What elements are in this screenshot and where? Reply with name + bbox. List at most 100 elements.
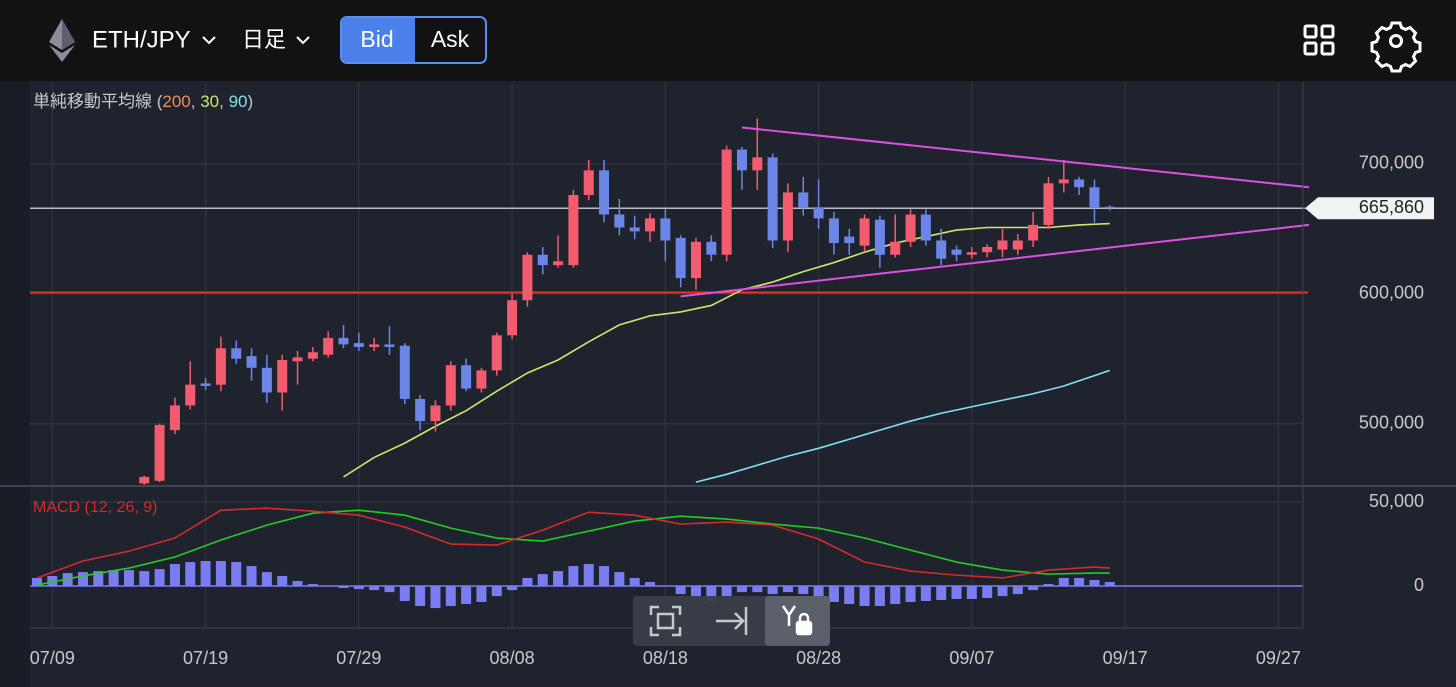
scroll-to-latest-button[interactable]: [716, 607, 748, 635]
candle-body: [736, 149, 747, 171]
histogram-bar: [261, 572, 272, 587]
candle-body: [614, 214, 625, 228]
x-tick-label: 07/29: [336, 648, 381, 668]
histogram-bar: [690, 586, 701, 598]
candle-body: [476, 370, 487, 389]
histogram-bar: [1043, 584, 1054, 587]
candle-body: [292, 357, 303, 362]
legend-text: 200: [162, 92, 190, 111]
candle-body: [1058, 179, 1069, 184]
candle-body: [920, 214, 931, 241]
trendline: [741, 126, 1310, 189]
histogram-bar: [415, 586, 426, 607]
histogram-bar: [384, 586, 395, 593]
candle-body: [859, 218, 870, 246]
candle-body: [675, 237, 686, 279]
histogram-bar: [231, 562, 242, 587]
candle-body: [966, 252, 977, 255]
candle-body: [690, 241, 701, 279]
histogram-bar: [522, 577, 533, 587]
candle-body: [890, 241, 901, 255]
fullscreen-button[interactable]: [649, 605, 682, 637]
histogram-bar: [752, 586, 763, 593]
ask-label[interactable]: Ask: [431, 26, 470, 52]
candle-body: [338, 337, 349, 345]
candle-body: [844, 236, 855, 244]
y-tick-label: 50,000: [1369, 491, 1424, 511]
histogram-bar: [77, 572, 88, 587]
indicator-legend: 単純移動平均線 (200, 30, 90): [33, 92, 253, 111]
candle-body: [1089, 187, 1100, 209]
candle-body: [353, 343, 364, 348]
candle-body: [568, 195, 579, 266]
x-tick-label: 09/27: [1256, 648, 1301, 668]
interval-chevron[interactable]: [296, 36, 310, 45]
histogram-bar: [675, 586, 686, 595]
histogram-bar: [430, 586, 441, 609]
layout-button[interactable]: [1303, 24, 1335, 56]
histogram-bar: [706, 586, 717, 601]
candle-body: [246, 356, 257, 368]
macd-line: [36, 507, 1110, 579]
histogram-bar: [169, 564, 180, 587]
current-price-label: 665,860: [1359, 197, 1424, 217]
candle-body: [415, 398, 426, 422]
candle-body: [874, 219, 885, 255]
x-tick-label: 07/19: [183, 648, 228, 668]
bid-button[interactable]: [342, 18, 415, 62]
candle-body: [660, 218, 671, 241]
candle-body: [782, 192, 793, 241]
candle-body: [1012, 240, 1023, 250]
candle-body: [491, 335, 502, 371]
candle-body: [461, 365, 472, 389]
histogram-bar: [874, 586, 885, 607]
histogram-bar: [338, 586, 349, 589]
settings-button[interactable]: [1370, 21, 1422, 73]
histogram-bar: [93, 571, 104, 587]
legend-text: 90: [229, 92, 248, 111]
macd-panel: [30, 507, 1303, 609]
candle-body: [645, 218, 656, 232]
histogram-bar: [507, 586, 518, 591]
histogram-bar: [1012, 586, 1023, 595]
x-tick-label: 07/09: [30, 648, 75, 668]
histogram-bar: [982, 586, 993, 598]
histogram-bar: [1058, 577, 1069, 587]
histogram-bar: [859, 586, 870, 607]
histogram-bar: [123, 570, 134, 587]
histogram-bar: [553, 571, 564, 587]
histogram-bar: [307, 584, 318, 587]
y-tick-label: 500,000: [1359, 412, 1424, 432]
candle-body: [445, 365, 456, 406]
interval-selector[interactable]: 日足: [242, 27, 286, 52]
candle-body: [185, 384, 196, 406]
histogram-bar: [246, 566, 257, 587]
histogram-bar: [645, 582, 656, 587]
histogram-bar: [782, 586, 793, 593]
histogram-bar: [399, 586, 410, 601]
candle-body: [706, 241, 717, 255]
legend-text: ): [248, 92, 254, 111]
histogram-bar: [629, 577, 640, 587]
histogram-bar: [154, 569, 165, 587]
x-tick-label: 08/08: [490, 648, 535, 668]
trendline: [680, 223, 1310, 298]
candle-body: [1104, 206, 1115, 209]
histogram-bar: [767, 586, 778, 595]
candle-body: [767, 157, 778, 241]
candle-body: [277, 359, 288, 393]
pair-chevron[interactable]: [202, 36, 216, 45]
bid-label[interactable]: Bid: [360, 26, 393, 52]
candle-body: [369, 344, 380, 348]
eth-logo: [49, 19, 75, 62]
candle-body: [384, 344, 395, 348]
candle-body: [905, 214, 916, 242]
candle-body: [752, 157, 763, 171]
histogram-bar: [890, 586, 901, 604]
histogram-bar: [721, 586, 732, 597]
histogram-bar: [1089, 579, 1100, 587]
histogram-bar: [1104, 582, 1115, 587]
histogram-bar: [369, 586, 380, 591]
pair-selector[interactable]: ETH/JPY: [92, 26, 191, 53]
